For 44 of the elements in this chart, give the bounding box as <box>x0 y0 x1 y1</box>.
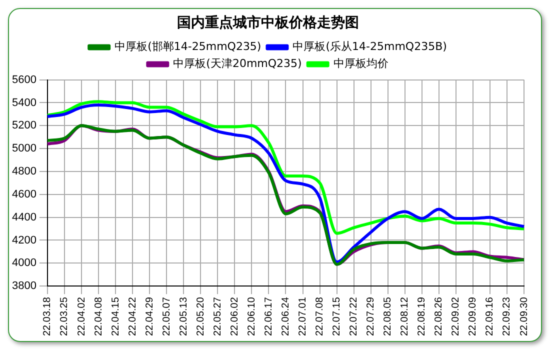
y-tick-label: 5400 <box>12 96 36 109</box>
x-tick-label: 22.07.08 <box>314 296 326 336</box>
x-tick-label: 22.05.07 <box>161 296 172 336</box>
x-tick-label: 22.08.12 <box>400 296 411 336</box>
x-tick-label: 22.08.26 <box>434 296 445 336</box>
x-tick-label: 22.07.29 <box>366 296 377 336</box>
x-tick-label: 22.05.27 <box>212 296 224 336</box>
x-tick-label: 22.07.22 <box>348 296 360 336</box>
x-tick-label: 22.04.29 <box>144 296 156 336</box>
x-tick-label: 22.09.09 <box>468 296 479 336</box>
x-tick-label: 22.04.08 <box>93 296 104 336</box>
y-tick-label: 5600 <box>12 74 36 86</box>
y-tick-label: 4000 <box>12 257 36 270</box>
x-tick-label: 22.06.24 <box>280 296 292 336</box>
legend-label: 中厚板(邯郸14-25mmQ235) <box>114 40 262 54</box>
x-tick-label: 22.04.02 <box>76 296 88 336</box>
x-tick-label: 22.06.10 <box>246 296 258 336</box>
y-tick-label: 5000 <box>12 142 36 155</box>
x-tick-label: 22.09.23 <box>502 296 513 336</box>
x-tick-label: 22.05.13 <box>178 296 190 336</box>
x-tick-label: 22.05.20 <box>195 296 206 336</box>
chart-title: 国内重点城市中板价格走势图 <box>177 14 359 32</box>
x-tick-label: 22.06.17 <box>263 296 274 336</box>
x-tick-label: 22.04.15 <box>110 296 122 336</box>
y-tick-label: 4800 <box>12 166 36 178</box>
x-tick-label: 22.03.25 <box>59 296 70 336</box>
legend-label: 中厚板(天津20mmQ235) <box>173 57 302 70</box>
y-tick-label: 4600 <box>12 188 36 200</box>
x-tick-label: 22.03.18 <box>42 296 54 336</box>
x-tick-label: 22.09.30 <box>518 296 530 336</box>
x-tick-label: 22.08.19 <box>416 296 428 336</box>
x-tick-label: 22.09.16 <box>484 296 496 336</box>
y-tick-label: 3800 <box>12 280 36 292</box>
legend-label: 中厚板均价 <box>333 57 388 70</box>
x-tick-label: 22.04.22 <box>127 296 138 336</box>
x-tick-label: 22.06.02 <box>229 296 240 336</box>
x-tick-label: 22.07.01 <box>298 296 309 336</box>
legend-label: 中厚板(乐从14-25mmQ235B) <box>292 40 447 54</box>
x-tick-label: 22.09.02 <box>450 296 462 336</box>
x-tick-label: 22.07.15 <box>332 296 343 336</box>
y-tick-label: 4200 <box>12 234 36 246</box>
x-tick-label: 22.08.05 <box>382 296 394 336</box>
y-tick-label: 4400 <box>12 211 36 224</box>
y-tick-label: 5200 <box>12 120 36 132</box>
